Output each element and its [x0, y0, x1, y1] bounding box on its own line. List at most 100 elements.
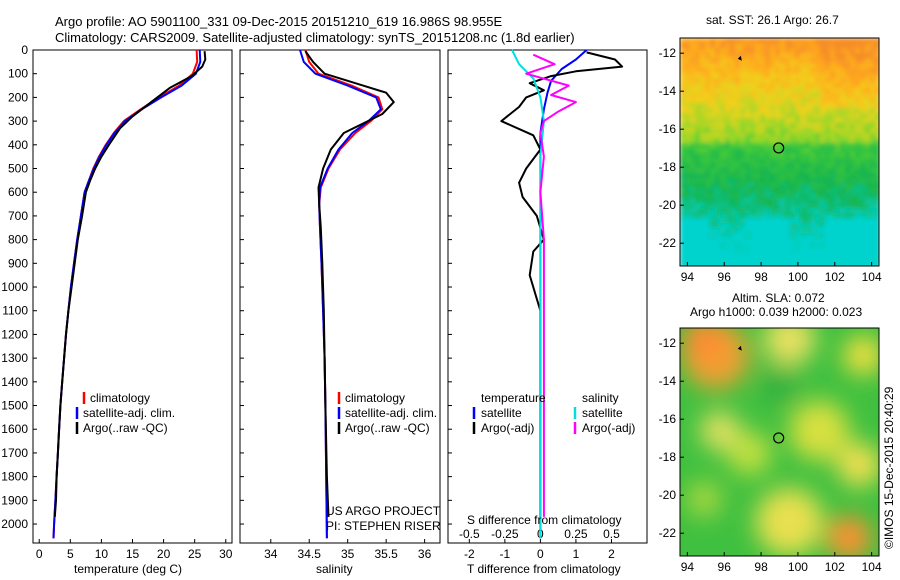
sst-cell — [815, 83, 821, 89]
sst-cell — [855, 218, 861, 224]
sst-cell — [850, 138, 856, 144]
sst-cell — [700, 173, 706, 179]
sst-cell — [785, 68, 791, 74]
sst-cell — [820, 83, 826, 89]
sst-cell — [750, 48, 756, 54]
sst-cell — [875, 43, 879, 49]
sst-cell — [680, 73, 686, 79]
sst-cell — [690, 198, 696, 204]
sst-cell — [745, 213, 751, 219]
sst-cell — [800, 243, 806, 249]
sst-cell — [875, 203, 879, 209]
sst-cell — [695, 38, 701, 44]
sst-cell — [870, 158, 876, 164]
sst-cell — [745, 148, 751, 154]
sst-cell — [805, 108, 811, 114]
sst-cell — [755, 228, 761, 234]
sst-cell — [805, 163, 811, 169]
sst-cell — [845, 73, 851, 79]
sst-cell — [715, 98, 721, 104]
sla-blob — [685, 481, 722, 517]
sst-cell — [760, 258, 766, 264]
sst-cell — [825, 123, 831, 129]
sst-cell — [705, 233, 711, 239]
sst-cell — [845, 203, 851, 209]
sst-cell — [795, 158, 801, 164]
sst-cell — [775, 153, 781, 159]
x-tick-label: 0 — [537, 547, 544, 561]
sst-cell — [850, 183, 856, 189]
sst-cell — [725, 253, 731, 259]
sst-cell — [725, 163, 731, 169]
sst-cell — [765, 58, 771, 64]
sst-cell — [770, 173, 776, 179]
sst-cell — [835, 148, 841, 154]
sst-cell — [755, 263, 761, 266]
sst-cell — [820, 143, 826, 149]
sst-cell — [845, 98, 851, 104]
sst-cell — [760, 53, 766, 59]
sst-cell — [855, 93, 861, 99]
sst-cell — [690, 178, 696, 184]
sst-cell — [720, 48, 726, 54]
sst-cell — [805, 183, 811, 189]
sst-cell — [830, 38, 836, 44]
sst-cell — [805, 133, 811, 139]
sst-cell — [800, 188, 806, 194]
sst-cell — [875, 78, 879, 84]
sst-cell — [810, 168, 816, 174]
sst-cell — [835, 118, 841, 124]
sst-cell — [770, 163, 776, 169]
sst-cell — [710, 38, 716, 44]
series-line — [53, 51, 207, 517]
sst-cell — [695, 223, 701, 229]
sst-cell — [740, 68, 746, 74]
sst-cell — [865, 108, 871, 114]
sst-cell — [770, 48, 776, 54]
sst-cell — [690, 228, 696, 234]
sst-cell — [805, 238, 811, 244]
sst-cell — [735, 38, 741, 44]
sst-cell — [775, 223, 781, 229]
sst-cell — [690, 188, 696, 194]
sst-cell — [760, 228, 766, 234]
sst-cell — [785, 223, 791, 229]
sst-cell — [775, 208, 781, 214]
sst-cell — [795, 53, 801, 59]
sst-cell — [695, 123, 701, 129]
sst-cell — [735, 68, 741, 74]
sst-cell — [705, 143, 711, 149]
sst-cell — [830, 78, 836, 84]
sst-cell — [845, 198, 851, 204]
sst-cell — [690, 213, 696, 219]
sst-cell — [800, 173, 806, 179]
sst-cell — [875, 143, 879, 149]
sst-cell — [695, 183, 701, 189]
sst-cell — [745, 143, 751, 149]
sst-cell — [845, 213, 851, 219]
sst-cell — [820, 233, 826, 239]
sst-cell — [720, 93, 726, 99]
sst-cell — [790, 178, 796, 184]
sst-cell — [855, 248, 861, 254]
sst-cell — [855, 78, 861, 84]
sst-cell — [770, 263, 776, 266]
sst-cell — [810, 213, 816, 219]
sst-cell — [685, 88, 691, 94]
sst-cell — [830, 233, 836, 239]
sst-cell — [760, 188, 766, 194]
sst-cell — [680, 213, 686, 219]
sst-cell — [685, 48, 691, 54]
sst-cell — [825, 238, 831, 244]
sst-cell — [875, 263, 879, 266]
sst-cell — [835, 53, 841, 59]
sst-cell — [695, 73, 701, 79]
sst-cell — [790, 183, 796, 189]
sst-cell — [735, 128, 741, 134]
sst-cell — [730, 138, 736, 144]
x-tick-label: 1 — [573, 547, 580, 561]
sst-cell — [780, 38, 786, 44]
sst-cell — [790, 73, 796, 79]
sst-cell — [810, 128, 816, 134]
sst-cell — [690, 53, 696, 59]
